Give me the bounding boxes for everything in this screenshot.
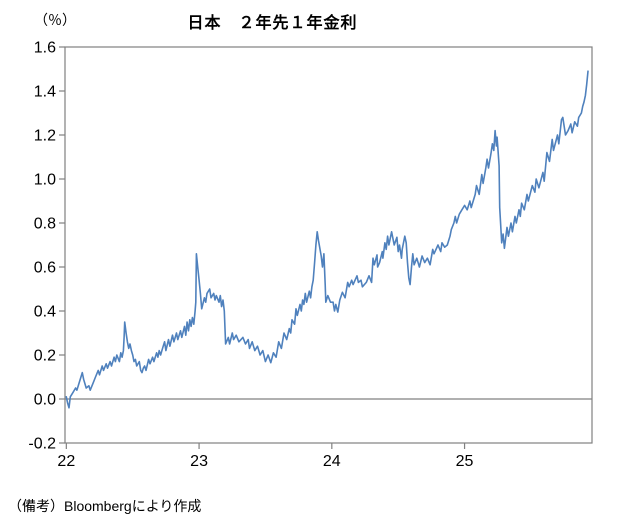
plot-border — [64, 46, 593, 444]
y-tick-label: 0.8 — [34, 216, 56, 233]
y-axis-unit-label: （％） — [34, 12, 76, 28]
x-tick-label: 23 — [190, 453, 208, 470]
source-footnote: （備考）Bloombergにより作成 — [8, 498, 202, 514]
y-tick-label: 1.4 — [34, 84, 56, 101]
y-tick-label: 0.2 — [34, 348, 56, 365]
y-tick-label: 0.6 — [34, 260, 56, 277]
y-tick-label: 1.6 — [34, 40, 56, 57]
chart-title: 日本 ２年先１年金利 — [187, 15, 358, 32]
y-tick-label: 1.2 — [34, 128, 56, 145]
data-series-line — [65, 70, 589, 409]
plot-area: 1.6 1.4 1.2 1.0 0.8 0.6 0.4 0.2 0.0 -0.222 23 24 25 — [28, 40, 593, 470]
y-tick-label: 0.0 — [34, 392, 56, 409]
x-tick-label: 24 — [323, 453, 341, 470]
y-tick-label: 0.4 — [34, 304, 56, 321]
x-tick-label: 25 — [456, 453, 474, 470]
y-tick-label: 1.0 — [34, 172, 56, 189]
x-tick-label: 22 — [57, 453, 75, 470]
y-tick-label: -0.2 — [28, 436, 56, 453]
